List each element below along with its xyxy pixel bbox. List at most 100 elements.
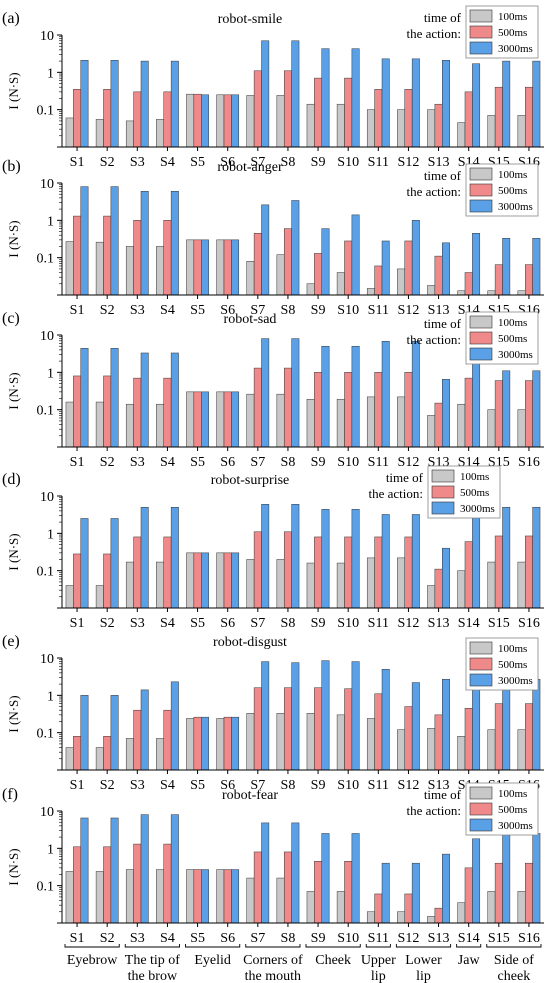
bar-500ms: [374, 536, 383, 609]
bar-500ms: [524, 535, 533, 609]
x-tick-label: S16: [518, 455, 540, 470]
region-label: lip: [371, 969, 386, 983]
bar-100ms: [306, 562, 315, 609]
region-bracket: [456, 944, 482, 948]
chart-title: robot-sad: [224, 312, 277, 327]
bar-500ms: [103, 553, 112, 609]
bar-3000ms: [110, 817, 119, 924]
bar-3000ms: [351, 48, 360, 148]
x-tick-label: S4: [160, 778, 175, 793]
legend-entry: 3000ms: [498, 43, 533, 55]
x-tick-label: S10: [337, 778, 359, 793]
bar-100ms: [65, 871, 74, 924]
bar-500ms: [524, 862, 533, 924]
y-tick-label: 10: [40, 490, 54, 505]
bar-500ms: [133, 843, 142, 924]
bar-100ms: [276, 95, 285, 148]
region-label: Eyebrow: [67, 953, 118, 968]
bar-500ms: [314, 372, 323, 448]
x-tick-label: S3: [130, 931, 145, 946]
bar-100ms: [517, 290, 526, 296]
bar-3000ms: [291, 662, 300, 771]
region-bracket: [64, 944, 120, 948]
bar-3000ms: [351, 214, 360, 296]
bar-100ms: [306, 891, 315, 924]
bar-500ms: [434, 402, 443, 448]
bar-3000ms: [291, 338, 300, 448]
x-tick-label: S13: [428, 931, 450, 946]
x-tick-label: S14: [458, 616, 480, 631]
bar-100ms: [487, 115, 496, 148]
chart-title: robot-smile: [218, 12, 283, 27]
bar-3000ms: [170, 506, 179, 609]
legend-entry: 500ms: [498, 185, 527, 197]
bar-500ms: [524, 264, 533, 296]
legend-title: time of: [424, 168, 462, 183]
bar-100ms: [95, 119, 104, 148]
x-tick-label: S16: [518, 616, 540, 631]
legend-swatch-500ms: [469, 657, 493, 671]
bar-3000ms: [502, 238, 511, 296]
bar-3000ms: [231, 94, 240, 148]
x-tick-label: S6: [220, 155, 235, 170]
bar-500ms: [344, 77, 353, 148]
y-axis-label: I (N·S): [6, 220, 21, 257]
x-tick-label: S12: [398, 155, 420, 170]
bar-500ms: [283, 228, 292, 296]
x-tick-label: S4: [160, 616, 175, 631]
legend-swatch-3000ms: [431, 501, 455, 515]
bar-500ms: [494, 535, 503, 609]
bar-3000ms: [201, 552, 209, 609]
region-bracket: [365, 944, 391, 948]
region-label: cheek: [498, 969, 531, 983]
bar-500ms: [253, 687, 262, 771]
x-tick-label: S5: [190, 931, 205, 946]
bar-500ms: [404, 240, 413, 296]
bar-3000ms: [291, 200, 300, 296]
bar-500ms: [344, 688, 353, 771]
bar-100ms: [276, 713, 285, 771]
bar-3000ms: [502, 370, 511, 448]
bar-100ms: [427, 585, 436, 609]
bar-100ms: [306, 713, 315, 771]
bar-3000ms: [502, 506, 511, 609]
bar-3000ms: [201, 94, 209, 148]
chart-title: robot-disgust: [213, 635, 287, 650]
bar-100ms: [125, 246, 134, 296]
bar-100ms: [336, 891, 345, 924]
bar-3000ms: [321, 48, 330, 148]
bar-100ms: [186, 552, 195, 609]
bar-500ms: [374, 89, 383, 148]
x-tick-label: S16: [518, 931, 540, 946]
bar-100ms: [216, 552, 225, 609]
y-tick-label: 0.1: [37, 252, 55, 267]
bar-500ms: [434, 907, 443, 924]
y-tick-label: 1: [47, 689, 54, 704]
x-tick-label: S4: [160, 931, 175, 946]
region-label: Lower: [405, 953, 442, 968]
bar-100ms: [125, 738, 134, 771]
x-tick-label: S6: [220, 616, 235, 631]
bar-100ms: [65, 241, 74, 296]
y-tick-label: 0.1: [37, 104, 55, 119]
bar-100ms: [336, 103, 345, 148]
bar-3000ms: [110, 348, 119, 448]
bar-500ms: [73, 89, 82, 148]
bar-500ms: [73, 846, 82, 924]
bar-3000ms: [170, 814, 179, 924]
x-tick-label: S9: [311, 155, 326, 170]
legend-title: time of: [424, 316, 462, 331]
bar-100ms: [366, 557, 375, 609]
bar-3000ms: [381, 514, 390, 609]
x-tick-label: S3: [130, 455, 145, 470]
bar-100ms: [65, 747, 74, 771]
bar-3000ms: [381, 668, 390, 771]
x-tick-label: S5: [190, 778, 205, 793]
x-tick-label: S2: [100, 455, 115, 470]
x-tick-label: S4: [160, 155, 175, 170]
bar-100ms: [487, 561, 496, 609]
x-tick-label: S10: [337, 455, 359, 470]
panel-label: (c): [2, 310, 20, 327]
bar-500ms: [314, 77, 323, 148]
